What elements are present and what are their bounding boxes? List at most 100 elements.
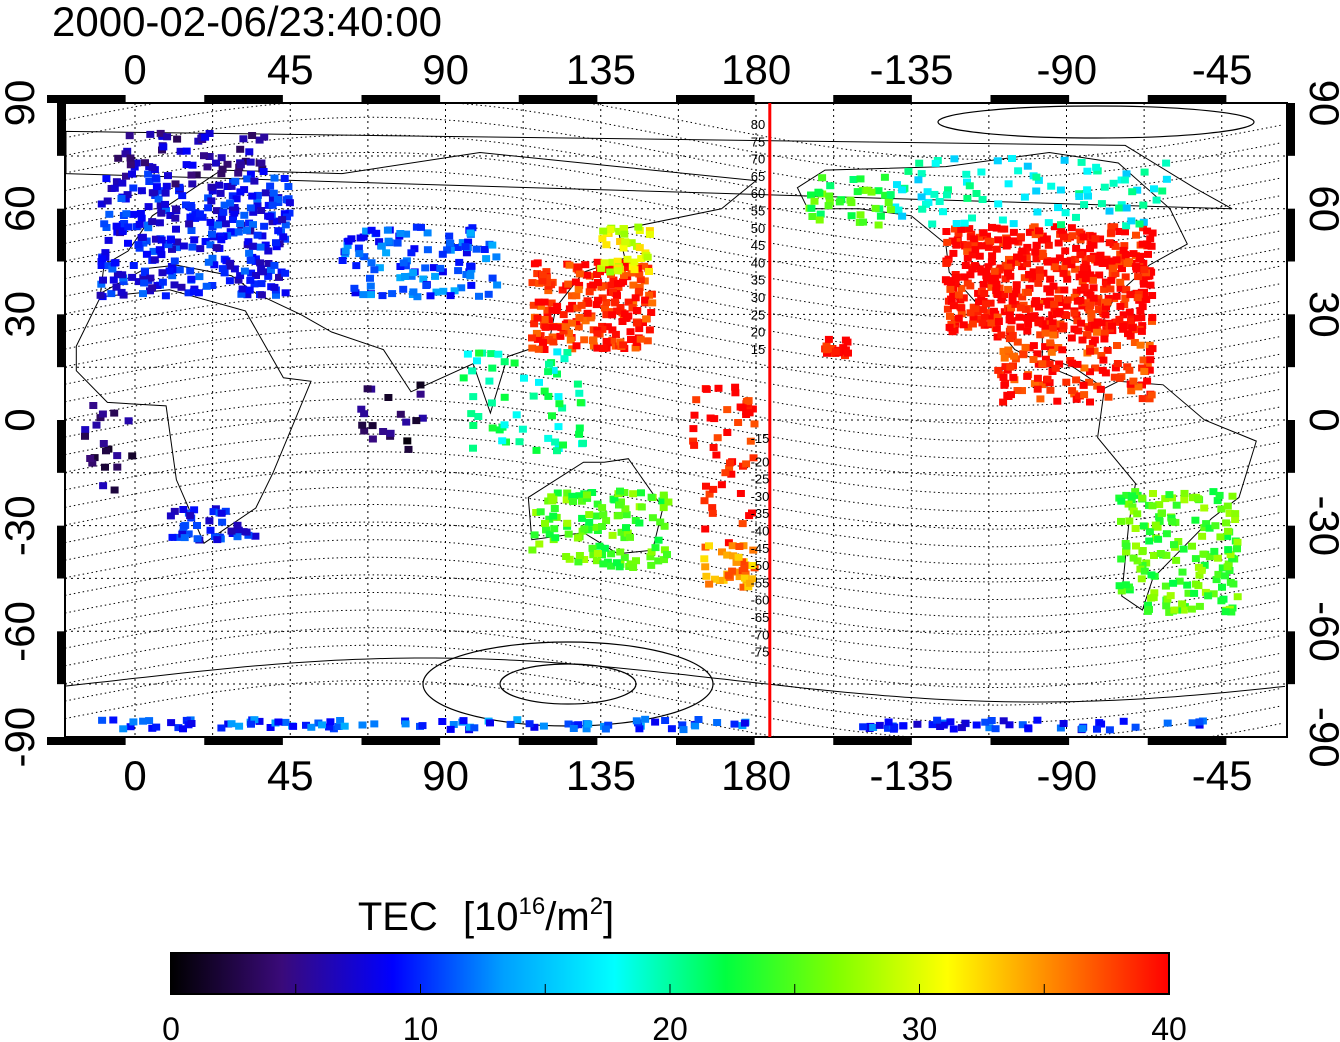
tec-cell: [151, 174, 160, 182]
tec-cell: [243, 291, 252, 299]
tec-cell: [200, 152, 208, 160]
tec-cell: [148, 189, 157, 197]
tec-cell: [915, 159, 924, 167]
tec-cell: [256, 259, 265, 267]
tec-cell: [139, 274, 148, 282]
tec-cell: [740, 719, 749, 727]
contour-label: -15: [751, 431, 770, 446]
tec-cell: [1005, 721, 1014, 729]
tec-cell: [98, 716, 107, 724]
tec-cell: [248, 132, 257, 139]
tec-cell: [597, 264, 606, 272]
tec-cell: [1119, 322, 1128, 330]
tec-cell: [172, 205, 180, 213]
tec-cell: [1047, 348, 1056, 356]
tec-cell: [983, 309, 992, 317]
tec-cell: [822, 342, 831, 350]
tec-cell: [1158, 509, 1166, 517]
tec-cell: [1094, 298, 1103, 306]
tec-cell: [945, 323, 954, 331]
tec-cell: [1128, 492, 1137, 500]
tec-cell: [1054, 286, 1063, 294]
tec-cell: [579, 439, 587, 447]
tec-cell: [973, 308, 982, 316]
tec-cell: [144, 224, 153, 232]
contour-label: -40: [751, 524, 770, 539]
tec-cell: [457, 284, 466, 292]
tec-cell: [667, 725, 676, 733]
tec-cell: [647, 548, 656, 556]
tec-cell: [1128, 503, 1137, 511]
tec-cell: [626, 328, 635, 336]
mag-contour: [65, 521, 1282, 600]
tec-cell: [217, 154, 226, 162]
mag-contour: [65, 416, 1282, 495]
tec-cell: [1031, 231, 1040, 239]
tec-cell: [1178, 600, 1187, 608]
contour-label: -45: [751, 541, 770, 556]
tec-cell: [1080, 364, 1089, 372]
x-tick-top: 0: [123, 46, 146, 93]
tec-cell: [1072, 376, 1081, 384]
tec-cell: [1013, 338, 1022, 346]
x-tick-bottom: -90: [1036, 752, 1097, 799]
tec-cell: [608, 258, 617, 266]
tec-cell: [724, 571, 733, 579]
tec-cell: [551, 438, 560, 446]
tec-cell: [893, 181, 901, 189]
tec-cell: [562, 553, 571, 560]
tec-cell: [368, 435, 377, 443]
tec-cell: [963, 279, 972, 287]
tec-cell: [188, 180, 197, 188]
y-tick-right: -30: [1301, 495, 1340, 556]
tec-cell: [1129, 250, 1138, 258]
tec-cell: [407, 272, 416, 280]
tec-cell: [890, 723, 899, 731]
tec-cell: [957, 310, 966, 318]
tec-cell: [1068, 359, 1077, 367]
tec-cell: [575, 424, 584, 432]
tec-cell: [584, 720, 593, 728]
tec-cell: [574, 323, 583, 331]
contour-label: 40: [751, 255, 765, 270]
tec-cell: [1017, 233, 1025, 241]
tec-cell: [122, 210, 131, 218]
y-tick-left: -90: [0, 707, 43, 768]
tec-cell: [1023, 372, 1032, 380]
tec-cell: [1056, 724, 1065, 732]
tec-cell: [1218, 583, 1226, 591]
tec-cell: [971, 246, 980, 254]
tec-cell: [551, 534, 560, 542]
tec-cell: [383, 226, 392, 234]
tec-cell: [654, 557, 663, 565]
tec-cell: [1112, 256, 1121, 264]
tec-cell: [174, 724, 183, 732]
tec-cell: [358, 421, 367, 429]
tec-cell: [610, 496, 619, 504]
tec-cell: [917, 193, 926, 201]
tec-cell: [540, 316, 549, 323]
tec-cell: [248, 192, 257, 200]
tec-cell: [972, 190, 981, 197]
tec-cell: [977, 168, 986, 176]
tec-cell: [1007, 259, 1015, 267]
tec-cell: [1079, 233, 1088, 241]
tec-cell: [1043, 375, 1052, 383]
tec-cell: [614, 283, 623, 291]
tec-cell: [732, 558, 741, 566]
tec-cell: [378, 292, 387, 300]
tec-cell: [102, 447, 110, 455]
tec-cell: [602, 241, 611, 249]
tec-cell: [998, 216, 1007, 224]
tec-cell: [549, 512, 558, 520]
coastline: [75, 289, 312, 544]
tec-cell: [482, 255, 491, 263]
tec-cell: [1121, 581, 1130, 589]
tec-cell: [260, 222, 269, 230]
tec-cell: [629, 281, 638, 289]
tec-cell: [1139, 277, 1148, 285]
tec-cell: [191, 209, 200, 217]
tec-cell: [614, 511, 623, 519]
tec-cell: [463, 350, 472, 358]
tec-cell: [1067, 334, 1076, 342]
